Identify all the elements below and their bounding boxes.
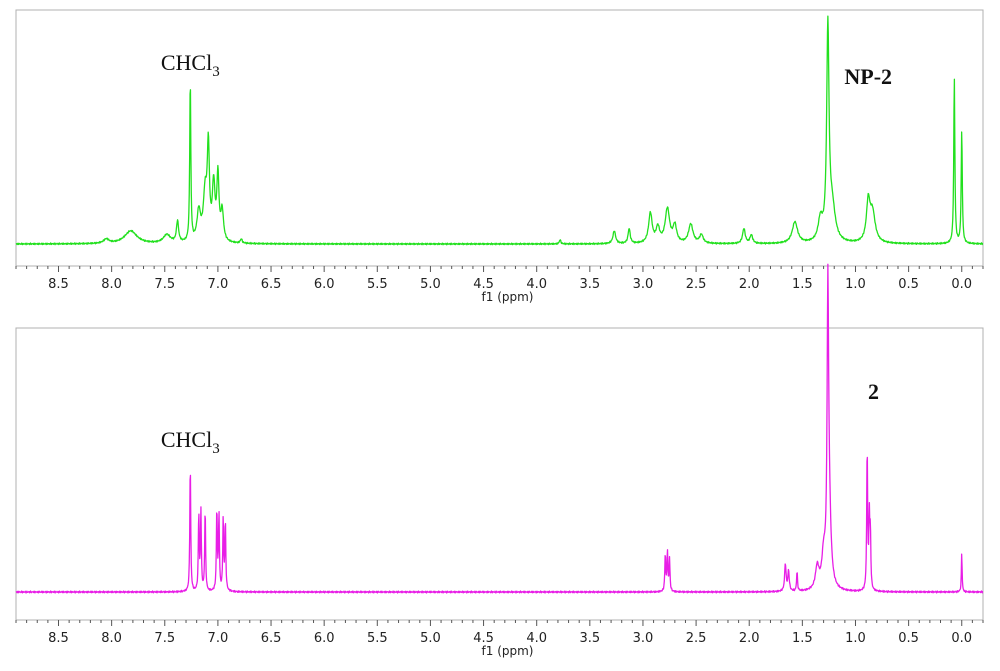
tick-label: 7.5 <box>154 277 175 292</box>
tick-label: 7.0 <box>208 631 229 646</box>
spectrum-line <box>15 15 984 246</box>
solvent-label: CHCl3 <box>161 427 220 457</box>
tick-label: 2.0 <box>739 277 760 292</box>
tick-label: 3.5 <box>579 631 600 646</box>
spectrum-line <box>15 263 984 594</box>
compound-label: 2 <box>868 379 879 404</box>
tick-label: 3.0 <box>633 631 654 646</box>
tick-label: 6.5 <box>261 631 282 646</box>
tick-label: 4.5 <box>473 277 494 292</box>
tick-label: 3.5 <box>579 277 600 292</box>
tick-label: 0.0 <box>951 277 972 292</box>
tick-label: 1.0 <box>845 631 866 646</box>
tick-label: 4.5 <box>473 631 494 646</box>
tick-label: 2.5 <box>686 631 707 646</box>
tick-label: 1.5 <box>792 631 813 646</box>
tick-label: 6.5 <box>261 277 282 292</box>
plot-frame <box>15 9 984 267</box>
tick-label: 6.0 <box>314 631 335 646</box>
tick-label: 5.0 <box>420 277 441 292</box>
tick-label: 2.5 <box>686 277 707 292</box>
tick-label: 1.0 <box>845 277 866 292</box>
tick-label: 0.5 <box>898 277 919 292</box>
tick-label: 3.0 <box>633 277 654 292</box>
x-axis-title: f1 (ppm) <box>482 290 534 304</box>
tick-label: 8.0 <box>101 277 122 292</box>
tick-label: 8.5 <box>48 277 69 292</box>
plot-frame <box>15 327 984 621</box>
solvent-label: CHCl3 <box>161 50 220 80</box>
spectrum-panel-2: 8.5 8.0 7.5 7.0 6.5 6.0 5.5 5.0 4.5 4.0 3.5 3.0 2.5 2… <box>15 263 984 658</box>
tick-label: 0.0 <box>951 631 972 646</box>
tick-label: 7.5 <box>154 631 175 646</box>
tick-label: 4.0 <box>526 631 547 646</box>
tick-label: 1.5 <box>792 277 813 292</box>
tick-label: 8.0 <box>101 631 122 646</box>
tick-label: 0.5 <box>898 631 919 646</box>
compound-label: NP-2 <box>844 64 892 89</box>
spectrum-panel-1: 8.5 8.0 7.5 7.0 6.5 6.0 5.5 5.0 4.5 4.0 3.5 3.0 2.5 2… <box>15 9 984 304</box>
tick-label: 2.0 <box>739 631 760 646</box>
x-axis: 8.5 8.0 7.5 7.0 6.5 6.0 5.5 5.0 4.5 4.0 3.5 3.0 2.5 2… <box>15 266 984 292</box>
tick-label: 8.5 <box>48 631 69 646</box>
x-axis-title: f1 (ppm) <box>482 644 534 658</box>
tick-label: 5.5 <box>367 277 388 292</box>
tick-label: 5.5 <box>367 631 388 646</box>
tick-label: 5.0 <box>420 631 441 646</box>
x-axis: 8.5 8.0 7.5 7.0 6.5 6.0 5.5 5.0 4.5 4.0 3.5 3.0 2.5 2… <box>15 620 984 646</box>
tick-label: 4.0 <box>526 277 547 292</box>
tick-label: 7.0 <box>208 277 229 292</box>
tick-label: 6.0 <box>314 277 335 292</box>
